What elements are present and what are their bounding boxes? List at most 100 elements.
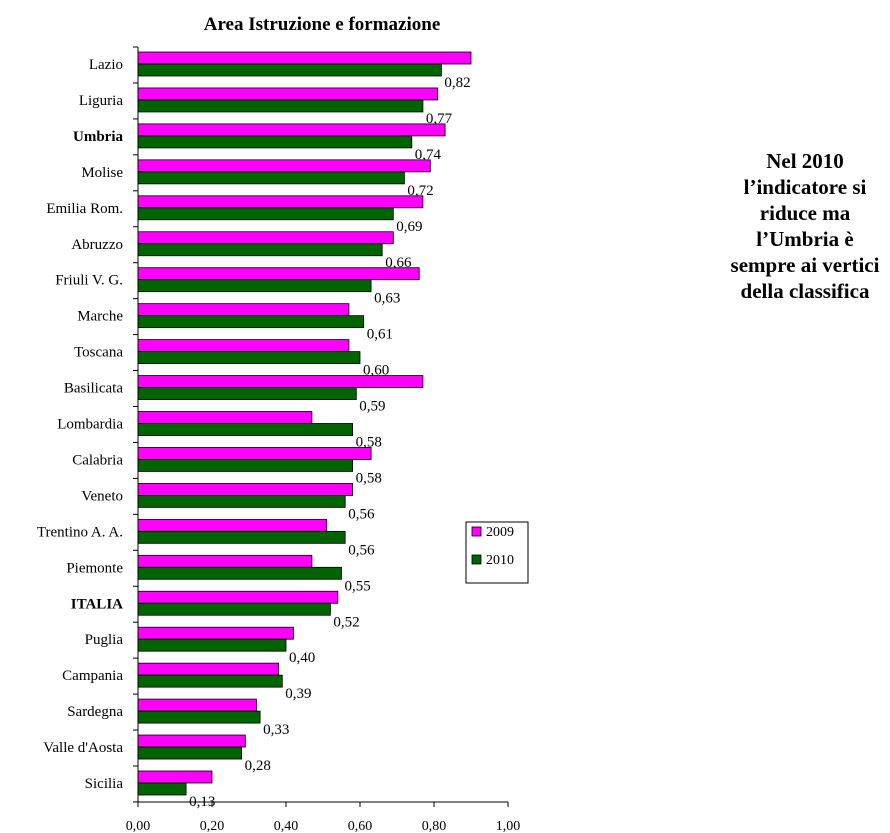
bar-2009	[137, 662, 280, 676]
legend-swatch	[471, 554, 482, 565]
legend-swatch	[471, 526, 482, 537]
annotation-line: sempre ai vertici	[730, 253, 880, 277]
category-label: Valle d'Aosta	[43, 740, 123, 756]
category-label: Umbria	[73, 129, 123, 145]
axes-layer: Lazio Liguria Umbria Molise Emilia Rom. Abruz…	[37, 46, 521, 833]
data-label: 0,59	[359, 399, 385, 415]
bar-2010	[137, 566, 342, 580]
data-label: 0,82	[444, 75, 470, 91]
category-label: Molise	[81, 165, 123, 181]
data-label: 0,56	[348, 506, 375, 522]
bar-2009	[137, 51, 472, 65]
data-label: 0,33	[263, 722, 289, 738]
bar-2010	[137, 710, 261, 724]
category-label: Puglia	[85, 632, 124, 648]
data-label: 0,55	[345, 578, 371, 594]
data-label: 0,63	[374, 291, 400, 307]
data-label: 0,40	[289, 650, 315, 666]
bar-2010	[137, 459, 354, 472]
bar-2009	[137, 698, 257, 712]
bar-2009	[137, 626, 294, 640]
annotation-line: l’Umbria è	[756, 227, 854, 251]
bar-2010	[137, 423, 354, 436]
bar-2010	[137, 602, 331, 616]
data-label: 0,56	[348, 542, 375, 558]
category-label: Friuli V. G.	[55, 273, 123, 289]
category-label: Trentino A. A.	[37, 524, 123, 540]
data-label: 0,52	[333, 614, 359, 630]
bar-2009	[137, 231, 394, 245]
data-label: 0,58	[356, 435, 382, 451]
category-label: Sicilia	[85, 776, 124, 792]
category-label: Lombardia	[57, 417, 123, 433]
bar-2010	[137, 494, 346, 508]
bar-2009	[137, 339, 350, 353]
x-tick-label: 0,00	[126, 819, 151, 833]
data-label: 0,77	[426, 111, 453, 127]
bar-2009	[137, 411, 313, 424]
category-label: Piemonte	[66, 560, 123, 576]
bar-2010	[137, 782, 187, 796]
bar-2009	[137, 87, 439, 101]
x-tick-label: 0,40	[274, 819, 299, 833]
bar-2010	[137, 207, 394, 221]
annotation-note: Nel 2010 l’indicatore si riduce ma l’Umb…	[730, 148, 880, 304]
bar-2010	[137, 171, 405, 185]
x-tick-label: 0,60	[348, 819, 373, 833]
bar-2010	[137, 674, 283, 688]
bar-2010	[137, 135, 413, 149]
bar-2009	[137, 123, 446, 137]
bar-2010	[137, 387, 357, 400]
x-tick-label: 0,80	[422, 819, 447, 833]
annotation-line: della classifica	[740, 279, 870, 303]
category-label: Liguria	[79, 93, 123, 109]
bar-2010	[137, 530, 346, 544]
data-label: 0,74	[415, 147, 442, 163]
category-label: Calabria	[72, 452, 123, 468]
bar-2009	[137, 554, 313, 568]
bar-2009	[137, 159, 431, 173]
bar-2009	[137, 482, 354, 496]
data-label: 0,58	[356, 470, 382, 486]
bar-2009	[137, 447, 372, 460]
legend-label: 2010	[486, 553, 514, 568]
data-label: 0,66	[385, 255, 412, 271]
annotation-line: Nel 2010	[766, 149, 844, 173]
data-label: 0,61	[367, 327, 393, 343]
bar-2010	[137, 315, 365, 329]
category-label: Toscana	[74, 345, 123, 361]
category-label: Abruzzo	[71, 237, 123, 253]
legend-label: 2009	[486, 525, 514, 540]
bar-2010	[137, 99, 424, 113]
annotation-line: l’indicatore si	[743, 175, 867, 199]
category-label: ITALIA	[71, 596, 123, 612]
bar-2009	[137, 518, 328, 532]
data-label: 0,39	[285, 686, 311, 702]
data-label: 0,69	[396, 219, 422, 235]
category-label: Lazio	[89, 57, 123, 73]
bar-2009	[137, 375, 424, 388]
data-label: 0,72	[407, 183, 433, 199]
category-label: Campania	[62, 668, 123, 684]
x-tick-label: 1,00	[496, 819, 521, 833]
annotation-line: riduce ma	[759, 201, 851, 225]
bar-2010	[137, 351, 361, 365]
category-label: Basilicata	[64, 381, 123, 397]
bar-2009	[137, 303, 350, 317]
data-label: 0,28	[245, 758, 271, 774]
bars-layer: 0,82 0,77 0,74 0,72 0,69 0,66 0,63 0,61 0,60 0,59…	[137, 51, 472, 810]
chart-legend: 2009 2010	[465, 521, 529, 584]
category-label: Emilia Rom.	[46, 201, 123, 217]
bar-2009	[137, 267, 420, 281]
data-label: 0,60	[363, 363, 389, 379]
bar-2010	[137, 746, 242, 760]
category-label: Veneto	[81, 488, 123, 504]
bar-2009	[137, 770, 213, 784]
bar-2010	[137, 63, 442, 77]
bar-2009	[137, 590, 339, 604]
bar-2010	[137, 243, 383, 257]
bar-2010	[137, 279, 372, 293]
bar-2009	[137, 195, 424, 209]
category-label: Marche	[77, 309, 123, 325]
